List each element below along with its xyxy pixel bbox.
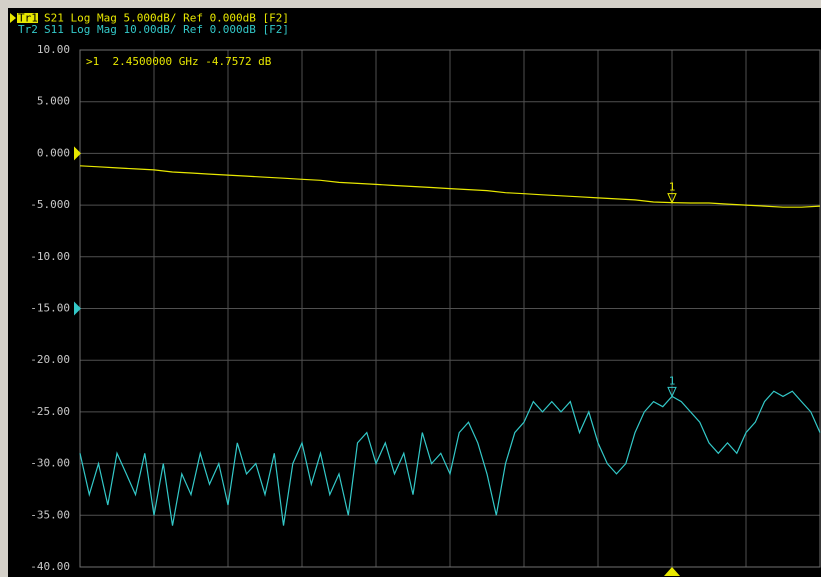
y-tick-label: -5.000 [30,198,70,211]
y-tick-label: 10.00 [37,43,70,56]
ref-marker [74,301,81,316]
marker-triangle [667,193,677,204]
marker-number: 1 [669,374,676,387]
trace-header: S21 Log Mag 5.000dB/ Ref 0.000dB [F2] [44,12,289,25]
ref-marker [74,146,81,161]
y-tick-label: -40.00 [30,560,70,573]
marker-number: 1 [669,181,676,194]
screen-background [8,8,821,577]
y-tick-label: -10.00 [30,250,70,263]
y-tick-label: 0.000 [37,146,70,159]
trace-line [79,165,821,208]
y-tick-label: 5.000 [37,95,70,108]
trace-header: S11 Log Mag 10.00dB/ Ref 0.000dB [F2] [44,23,289,36]
y-tick-label: -30.00 [30,457,70,470]
marker-readout: >1 2.4500000 GHz -4.7572 dB [86,55,272,68]
y-tick-label: -15.00 [30,302,70,315]
active-trace-box [17,13,38,23]
stimulus-marker [664,567,680,576]
active-trace-arrow [10,13,16,23]
trace-id: Tr1 [18,12,38,25]
marker-triangle [667,386,677,398]
y-tick-label: -20.00 [30,353,70,366]
y-tick-label: -25.00 [30,405,70,418]
trace-line [79,390,821,526]
trace-id: Tr2 [18,23,38,36]
y-tick-label: -35.00 [30,508,70,521]
